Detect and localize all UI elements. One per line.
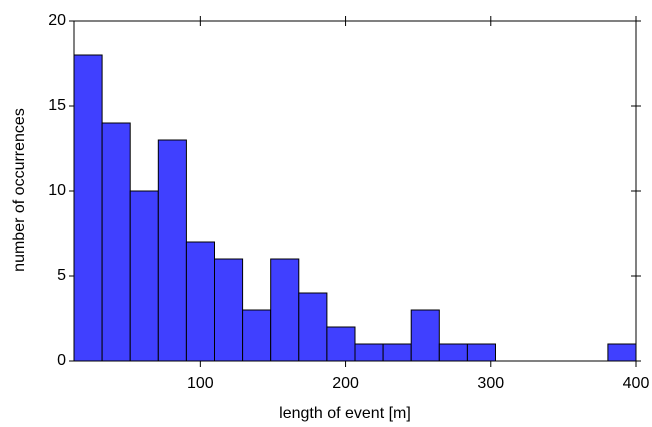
- bar: [326, 326, 356, 362]
- bar: [438, 343, 468, 362]
- x-tick-label: 200: [332, 375, 359, 392]
- bar: [157, 139, 187, 362]
- bar: [129, 190, 159, 362]
- bar: [410, 309, 440, 362]
- x-tick-label: 400: [623, 375, 650, 392]
- bar: [214, 258, 244, 362]
- x-tick-label: 300: [477, 375, 504, 392]
- bar: [101, 122, 131, 362]
- bar: [242, 309, 272, 362]
- bar: [270, 258, 300, 362]
- bar: [298, 292, 328, 362]
- y-tick-label: 20: [48, 12, 66, 29]
- bar: [354, 343, 384, 362]
- y-tick-label: 0: [57, 352, 66, 369]
- y-tick-label: 15: [48, 97, 66, 114]
- bar: [73, 54, 103, 362]
- y-tick-label: 5: [57, 267, 66, 284]
- x-axis-label: length of event [m]: [279, 405, 411, 422]
- bar: [185, 241, 215, 362]
- y-tick-label: 10: [48, 182, 66, 199]
- bar: [607, 343, 637, 362]
- x-tick-label: 100: [187, 375, 214, 392]
- bar: [466, 343, 496, 362]
- y-axis-label: number of occurrences: [11, 108, 28, 272]
- bar: [382, 343, 412, 362]
